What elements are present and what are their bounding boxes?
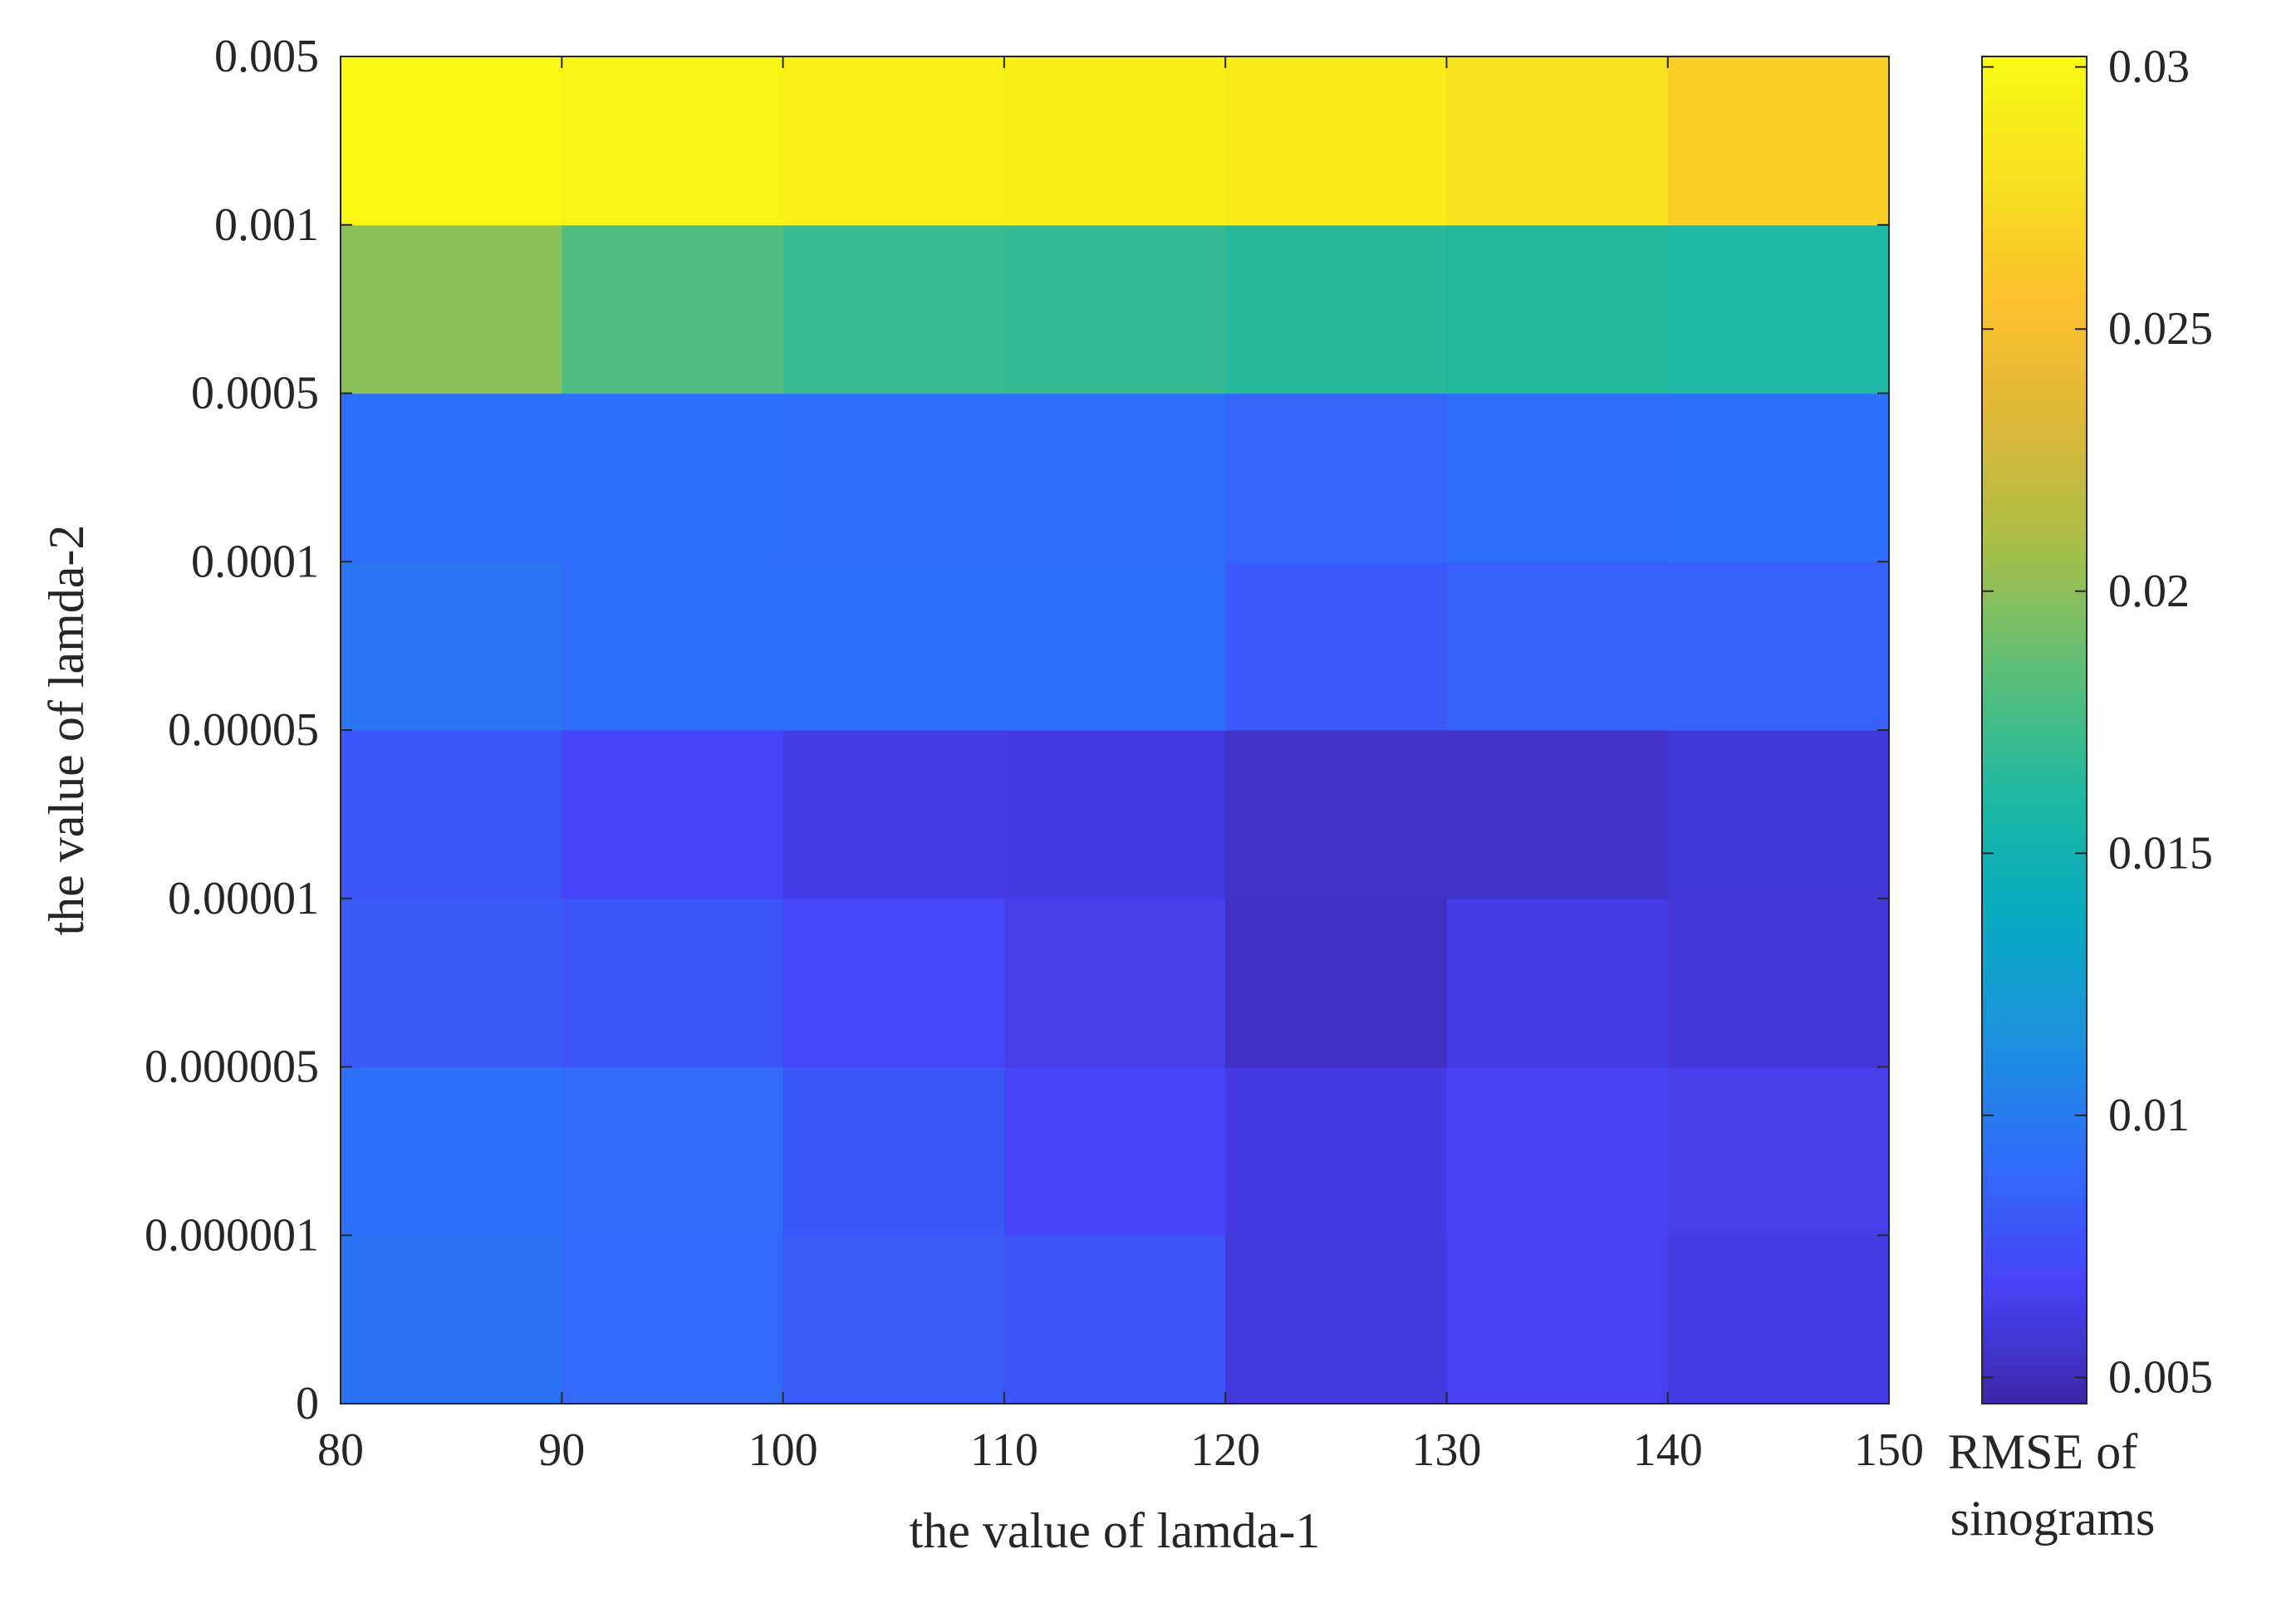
heatmap-cell	[783, 730, 1005, 899]
heatmap-cell	[562, 393, 784, 562]
colorbar-label-line-2: sinograms	[1950, 1491, 2156, 1546]
heatmap-cell	[783, 1235, 1005, 1404]
heatmap-cell	[562, 56, 784, 226]
x-tick-label: 140	[1633, 1424, 1703, 1476]
heatmap-cell	[1667, 393, 1890, 562]
y-tick-label: 0.000001	[145, 1209, 319, 1261]
heatmap-cell	[1446, 898, 1669, 1068]
y-tick-label: 0.000005	[145, 1042, 319, 1093]
y-tick-label: 0.0001	[191, 536, 319, 587]
heatmap-cell	[1225, 1235, 1448, 1404]
heatmap-cell	[562, 898, 784, 1068]
y-axis-label: the value of lamda-2	[39, 525, 94, 936]
heatmap-cell	[1446, 1235, 1669, 1404]
heatmap-cell	[1446, 393, 1669, 562]
heatmap-cell	[1003, 898, 1226, 1068]
y-tick-label: 0.001	[214, 199, 319, 251]
heatmap-cell	[1003, 1235, 1226, 1404]
heatmap-cell	[1667, 1235, 1890, 1404]
y-axis: 0 0.000001 0.000005 0.00001 0.00005 0.0001 0.0…	[145, 31, 1889, 1429]
heatmap-cells	[341, 56, 1890, 1404]
colorbar-tick-label: 0.02	[2108, 566, 2190, 617]
heatmap-cell	[562, 224, 784, 395]
heatmap-cell	[1667, 56, 1890, 226]
colorbar-tick-label: 0.01	[2108, 1090, 2190, 1141]
colorbar-tick-label: 0.015	[2108, 827, 2213, 879]
heatmap-cell	[783, 898, 1005, 1068]
x-tick-label: 120	[1190, 1424, 1260, 1476]
heatmap-cell	[1225, 730, 1448, 899]
heatmap-cell	[1225, 561, 1448, 731]
colorbar-label-line-1: RMSE of	[1948, 1424, 2137, 1479]
heatmap-cell	[341, 224, 562, 395]
heatmap-cell	[562, 561, 784, 731]
y-tick-label: 0.00001	[168, 873, 319, 924]
heatmap-cell	[562, 730, 784, 899]
heatmap-cell	[341, 393, 562, 562]
heatmap-cell	[1225, 56, 1448, 226]
heatmap-cell	[1003, 56, 1226, 226]
heatmap-cell	[1003, 730, 1226, 899]
heatmap-cell	[1003, 393, 1226, 562]
heatmap-cell	[783, 393, 1005, 562]
heatmap-cell	[1667, 561, 1890, 731]
heatmap-cell	[341, 561, 562, 731]
colorbar-gradient	[1982, 56, 2087, 1404]
heatmap-cell	[341, 730, 562, 899]
heatmap-cell	[783, 224, 1005, 395]
heatmap-cell	[1667, 730, 1890, 899]
y-tick-label: 0.00005	[168, 704, 319, 756]
heatmap-cell	[783, 56, 1005, 226]
heatmap-cell	[341, 1066, 562, 1236]
heatmap-cell	[1225, 224, 1448, 395]
heatmap-cell	[783, 561, 1005, 731]
colorbar-tick-label: 0.005	[2108, 1351, 2213, 1403]
heatmap-cell	[562, 1235, 784, 1404]
colorbar-tick-label: 0.03	[2108, 42, 2190, 93]
x-tick-label: 80	[317, 1424, 364, 1476]
heatmap-cell	[1003, 224, 1226, 395]
colorbar-frame	[1981, 56, 2087, 1404]
heatmap-cell	[1225, 393, 1448, 562]
x-axis-label: the value of lamda-1	[910, 1503, 1321, 1558]
x-tick-label: 130	[1411, 1424, 1481, 1476]
x-tick-label: 90	[538, 1424, 585, 1476]
heatmap-cell	[562, 1066, 784, 1236]
heatmap-cell	[1446, 56, 1669, 226]
heatmap-cell	[1225, 1066, 1448, 1236]
colorbar-tick-label: 0.025	[2108, 303, 2213, 355]
heatmap-cell	[1667, 898, 1890, 1068]
x-tick-label: 110	[970, 1424, 1038, 1476]
heatmap-cell	[1446, 561, 1669, 731]
heatmap-cell	[1225, 898, 1448, 1068]
y-tick-label: 0.005	[214, 31, 319, 82]
x-axis: 80 90 100 110 120 130 140 150	[317, 56, 1924, 1476]
y-tick-label: 0	[296, 1378, 319, 1429]
heatmap-cell	[1667, 1066, 1890, 1236]
colorbar-ticks: 0.005 0.01 0.015 0.02 0.025 0.03	[1982, 42, 2213, 1403]
heatmap-cell	[341, 898, 562, 1068]
heatmap-cell	[1003, 1066, 1226, 1236]
heatmap-cell	[1446, 224, 1669, 395]
heatmap-cell	[1667, 224, 1890, 395]
y-tick-label: 0.0005	[191, 368, 319, 419]
heatmap-cell	[783, 1066, 1005, 1236]
heatmap-cell	[1446, 1066, 1669, 1236]
x-tick-label: 150	[1854, 1424, 1924, 1476]
heatmap-cell	[1003, 561, 1226, 731]
colorbar: 0.005 0.01 0.015 0.02 0.025 0.03	[1981, 42, 2213, 1404]
heatmap-cell	[341, 56, 562, 226]
heatmap-cell	[341, 1235, 562, 1404]
heatmap-cell	[1446, 730, 1669, 899]
x-tick-label: 100	[748, 1424, 818, 1476]
